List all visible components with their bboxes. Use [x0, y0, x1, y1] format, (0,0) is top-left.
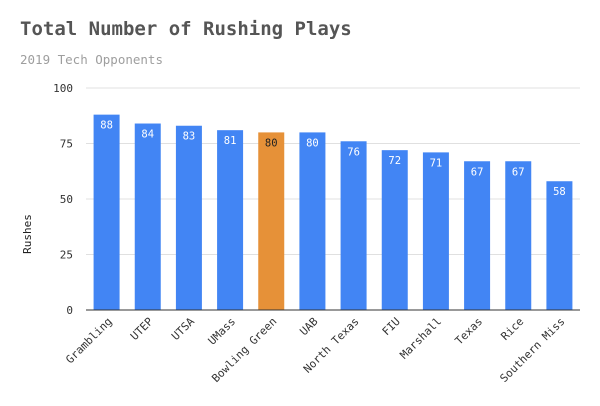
chart-title: Total Number of Rushing Plays — [20, 18, 352, 40]
bar — [217, 130, 244, 310]
bar — [381, 150, 408, 310]
data-label: 88 — [100, 120, 113, 132]
bar — [134, 123, 161, 311]
data-label: 67 — [471, 166, 484, 178]
data-label: 58 — [553, 186, 566, 198]
data-label: 76 — [347, 146, 360, 158]
bar — [340, 141, 367, 310]
x-tick-label: UTSA — [169, 315, 197, 343]
bar — [93, 114, 120, 310]
bar — [258, 132, 285, 310]
x-tick-label: UAB — [297, 315, 321, 339]
data-label: 80 — [265, 137, 278, 149]
x-tick-label: FIU — [380, 315, 403, 338]
data-label: 81 — [224, 135, 237, 147]
bar — [546, 181, 573, 310]
y-axis-ticks: 0 25 50 75 100 — [53, 82, 73, 317]
x-tick-label: UMass — [206, 315, 239, 348]
y-tick-label: 25 — [60, 249, 73, 262]
x-tick-label: UTEP — [128, 315, 156, 343]
y-tick-label: 75 — [60, 138, 73, 151]
y-axis-label: Rushes — [21, 214, 34, 254]
data-label: 67 — [512, 166, 525, 178]
x-tick-label: Grambling — [63, 315, 114, 366]
y-tick-label: 50 — [60, 193, 73, 206]
chart-subtitle: 2019 Tech Opponents — [20, 52, 163, 67]
x-tick-label: Rice — [498, 315, 526, 343]
bars — [93, 114, 573, 311]
data-label: 83 — [183, 131, 196, 143]
bar — [175, 125, 202, 311]
data-label: 72 — [388, 155, 401, 167]
y-tick-label: 0 — [66, 304, 73, 317]
data-label: 71 — [430, 157, 443, 169]
x-tick-label: Marshall — [397, 315, 444, 362]
x-tick-label: Texas — [453, 315, 486, 348]
data-label: 84 — [141, 129, 154, 141]
bar — [422, 152, 449, 310]
bar — [505, 161, 532, 310]
bar — [299, 132, 326, 310]
data-labels: 88 84 83 81 80 80 76 72 71 67 67 58 — [100, 120, 565, 199]
y-tick-label: 100 — [53, 82, 73, 95]
data-label: 80 — [306, 137, 319, 149]
bar — [464, 161, 491, 310]
gridlines — [86, 87, 580, 255]
